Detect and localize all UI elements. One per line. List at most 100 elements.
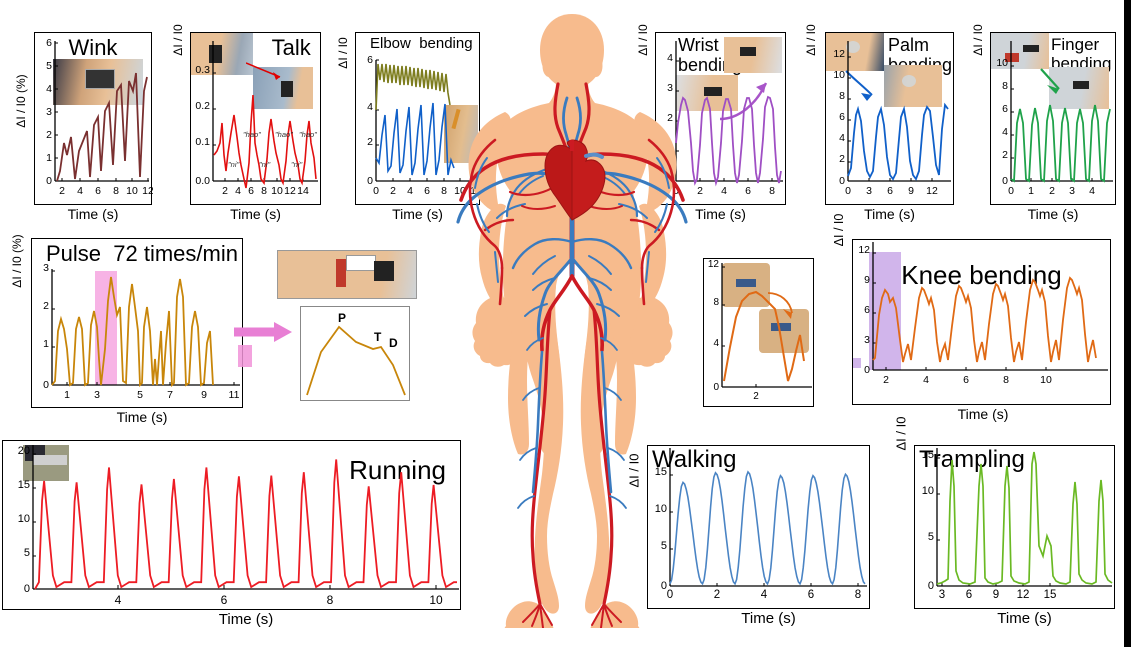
svg-text:5: 5: [46, 60, 52, 72]
svg-text:6: 6: [248, 185, 254, 197]
svg-text:3: 3: [864, 334, 870, 346]
svg-text:4: 4: [77, 185, 83, 197]
svg-text:4: 4: [46, 83, 52, 95]
svg-text:11: 11: [229, 389, 240, 401]
svg-text:"hao": "hao": [299, 130, 317, 139]
svg-text:0: 0: [46, 175, 52, 187]
svg-text:2: 2: [753, 391, 759, 402]
svg-text:1: 1: [1028, 185, 1034, 197]
svg-text:3: 3: [866, 185, 872, 197]
svg-text:2: 2: [43, 300, 49, 312]
svg-text:2: 2: [697, 185, 703, 197]
svg-text:2: 2: [390, 185, 396, 197]
svg-text:12: 12: [926, 185, 938, 197]
svg-text:5: 5: [137, 389, 143, 401]
svg-text:0: 0: [43, 379, 49, 391]
svg-text:6: 6: [808, 589, 814, 601]
svg-text:4: 4: [1089, 185, 1095, 197]
svg-text:10: 10: [833, 69, 845, 81]
svg-text:2: 2: [714, 589, 720, 601]
svg-text:1: 1: [46, 152, 52, 164]
svg-text:6: 6: [424, 185, 430, 197]
svg-text:8: 8: [327, 593, 334, 607]
svg-text:6: 6: [864, 304, 870, 316]
svg-text:2: 2: [222, 185, 228, 197]
svg-text:T: T: [374, 330, 382, 344]
svg-text:15: 15: [922, 449, 934, 461]
svg-text:2: 2: [839, 153, 845, 165]
svg-text:6: 6: [367, 54, 373, 66]
svg-text:7: 7: [167, 389, 173, 401]
svg-text:5: 5: [24, 547, 30, 559]
svg-text:"ni": "ni": [259, 160, 270, 169]
svg-text:8: 8: [261, 185, 267, 197]
svg-text:8: 8: [769, 185, 775, 197]
svg-text:10: 10: [271, 185, 283, 197]
svg-text:D: D: [389, 336, 398, 350]
svg-text:8: 8: [441, 185, 447, 197]
svg-text:9: 9: [908, 185, 914, 197]
svg-text:10: 10: [18, 513, 30, 525]
svg-text:0: 0: [928, 580, 934, 592]
svg-text:10: 10: [922, 485, 934, 497]
svg-text:4: 4: [367, 101, 373, 113]
svg-text:12: 12: [1017, 589, 1030, 601]
svg-text:3: 3: [43, 262, 49, 274]
svg-text:2: 2: [46, 129, 52, 141]
svg-text:10: 10: [1040, 374, 1052, 386]
svg-text:0: 0: [713, 382, 719, 393]
svg-text:"hao": "hao": [275, 130, 293, 139]
svg-text:4: 4: [839, 132, 845, 144]
svg-text:15: 15: [18, 479, 30, 491]
svg-text:6: 6: [95, 185, 101, 197]
svg-text:0.1: 0.1: [195, 136, 210, 148]
svg-text:8: 8: [713, 297, 719, 308]
svg-text:0: 0: [864, 364, 870, 376]
svg-text:8: 8: [113, 185, 119, 197]
svg-text:6: 6: [221, 593, 228, 607]
svg-text:8: 8: [839, 90, 845, 102]
svg-text:0.2: 0.2: [195, 100, 210, 112]
svg-text:4: 4: [407, 185, 413, 197]
svg-text:0.3: 0.3: [195, 64, 210, 76]
svg-text:12: 12: [142, 185, 153, 197]
svg-text:4: 4: [1002, 126, 1008, 138]
svg-text:8: 8: [855, 589, 861, 601]
svg-text:4: 4: [115, 593, 122, 607]
svg-text:6: 6: [887, 185, 893, 197]
svg-text:0: 0: [1008, 185, 1014, 197]
svg-text:6: 6: [46, 37, 52, 49]
svg-text:20: 20: [18, 445, 30, 457]
svg-text:0: 0: [24, 583, 30, 595]
svg-text:2: 2: [883, 374, 889, 386]
svg-text:4: 4: [235, 185, 241, 197]
svg-text:4: 4: [761, 589, 768, 601]
svg-text:4: 4: [923, 374, 929, 386]
svg-text:6: 6: [963, 374, 969, 386]
svg-text:1: 1: [64, 389, 70, 401]
svg-text:10: 10: [126, 185, 138, 197]
svg-text:P: P: [338, 311, 346, 325]
svg-text:5: 5: [928, 531, 934, 543]
svg-text:9: 9: [201, 389, 207, 401]
svg-text:12: 12: [284, 185, 296, 197]
svg-text:10: 10: [996, 57, 1008, 69]
svg-text:"ni": "ni": [291, 160, 302, 169]
svg-text:"ni": "ni": [228, 160, 239, 169]
svg-text:12: 12: [858, 244, 870, 256]
svg-text:0: 0: [373, 185, 379, 197]
svg-text:2: 2: [367, 136, 373, 148]
svg-text:8: 8: [1002, 80, 1008, 92]
svg-text:2: 2: [1002, 149, 1008, 161]
svg-text:6: 6: [1002, 103, 1008, 115]
svg-text:15: 15: [1044, 589, 1057, 601]
svg-text:2: 2: [1049, 185, 1055, 197]
svg-text:"hao": "hao": [243, 130, 261, 139]
svg-text:6: 6: [839, 111, 845, 123]
svg-text:3: 3: [939, 589, 945, 601]
svg-text:1: 1: [43, 338, 49, 350]
svg-text:9: 9: [993, 589, 999, 601]
svg-text:10: 10: [429, 593, 443, 607]
svg-text:12: 12: [833, 48, 845, 60]
svg-text:6: 6: [745, 185, 751, 197]
